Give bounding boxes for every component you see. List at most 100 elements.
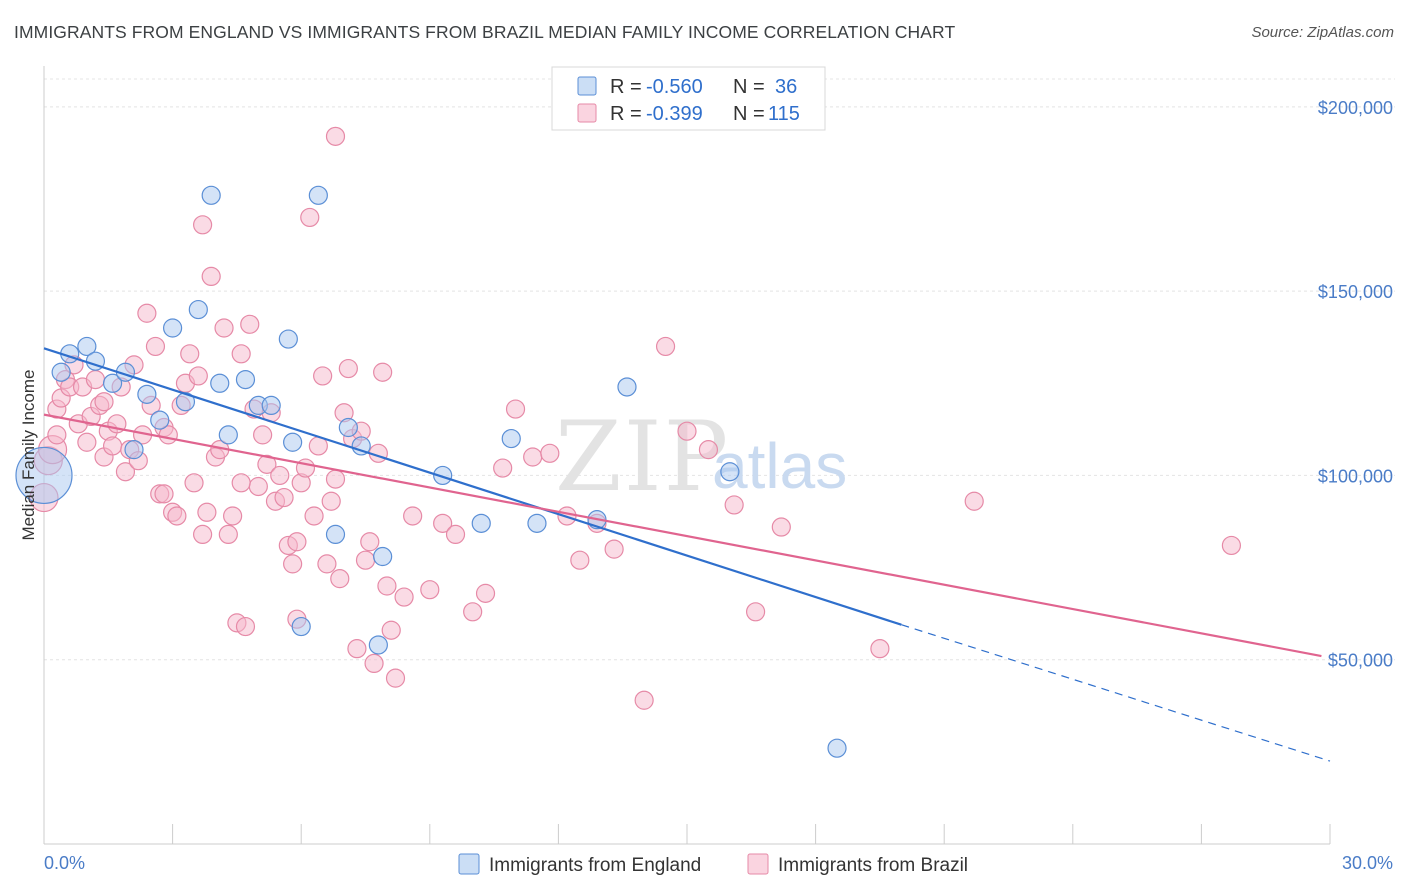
brazil-point (377, 576, 397, 596)
england-point (471, 513, 491, 533)
england-point (351, 436, 371, 456)
brazil-point (403, 506, 423, 526)
england-point (283, 432, 303, 452)
england-point (368, 635, 388, 655)
brazil-point (235, 616, 256, 637)
gridlines (44, 78, 1395, 661)
brazil-point (347, 639, 367, 659)
england-point (188, 299, 208, 320)
brazil-point (115, 462, 136, 482)
england-point (261, 395, 281, 415)
x-tick-labels: 0.0% 30.0% (44, 853, 1393, 873)
england-point (51, 362, 71, 382)
brazil-point (463, 602, 483, 622)
brazil-point (137, 303, 157, 323)
brazil-point (77, 432, 97, 452)
england-point (102, 373, 123, 393)
y-tick-label: $150,000 (1318, 282, 1393, 302)
england-point (501, 428, 521, 449)
watermark-zip: ZIP (555, 401, 730, 513)
y-tick-label: $100,000 (1318, 466, 1393, 486)
y-tick-labels: $50,000 $100,000 $150,000 $200,000 (1318, 98, 1393, 671)
brazil-point (231, 473, 251, 493)
x-tick-label: 30.0% (1342, 853, 1393, 873)
england-point (338, 417, 358, 438)
brazil-point (420, 580, 440, 600)
brazil-point (102, 436, 123, 456)
england-point (527, 513, 547, 533)
legend-england-r-label: R = (610, 76, 642, 98)
y-tick-label: $200,000 (1318, 98, 1393, 118)
brazil-point (145, 336, 166, 357)
series-legend: Immigrants from England Immigrants from … (458, 853, 968, 876)
brazil-point (325, 126, 346, 146)
brazil-point (433, 513, 453, 533)
brazil-point (167, 506, 187, 526)
brazil-point (218, 524, 238, 545)
brazil-point (604, 539, 624, 559)
brazil-point (364, 653, 384, 674)
england-point (210, 373, 230, 393)
brazil-point (964, 491, 984, 511)
brazil-point (201, 266, 221, 286)
brazil-point (253, 425, 273, 445)
brazil-point (381, 620, 401, 640)
brazil-point (313, 366, 333, 386)
brazil-point (523, 447, 543, 467)
england-point (720, 462, 740, 482)
brazil-point (287, 532, 307, 552)
legend-england-r-value: -0.560 (646, 76, 703, 98)
legend-brazil-n-value: 115 (768, 103, 800, 125)
england-point (218, 425, 238, 445)
brazil-point (445, 524, 466, 545)
brazil-point (248, 476, 268, 497)
brazil-point (540, 443, 560, 463)
stats-legend-box (551, 66, 826, 131)
england-trend-line (43, 347, 902, 626)
england-point (163, 318, 183, 338)
england-point (201, 185, 221, 205)
brazil-point (184, 473, 204, 493)
brazil-point (493, 458, 513, 478)
brazil-point (870, 639, 890, 659)
brazil-point (330, 569, 350, 589)
brazil-point (197, 502, 217, 522)
england-point (827, 738, 847, 758)
x-tick-label: 0.0% (44, 853, 85, 873)
brazil-point (570, 550, 590, 570)
england-point (308, 185, 328, 205)
brazil-point (655, 336, 676, 357)
brazil-point (771, 517, 791, 537)
england-point (235, 370, 256, 390)
brazil-point (154, 484, 174, 504)
brazil-point (257, 454, 277, 474)
brazil-point (283, 554, 303, 574)
england-point (433, 465, 453, 486)
brazil-point (270, 465, 290, 486)
england-point (373, 546, 393, 567)
bottom-legend-label-england: Immigrants from England (489, 855, 701, 876)
england-point (175, 392, 196, 412)
bottom-legend-label-brazil: Immigrants from Brazil (778, 855, 968, 876)
chart-title: IMMIGRANTS FROM ENGLAND VS IMMIGRANTS FR… (14, 22, 956, 42)
england-point (278, 329, 298, 349)
brazil-point (360, 532, 380, 552)
brazil-trend-line (43, 413, 1322, 658)
brazil-point (394, 587, 414, 607)
england-point (291, 616, 311, 637)
england-point (325, 524, 346, 545)
brazil-point (505, 399, 526, 419)
brazil-point (321, 491, 341, 511)
brazil-point (193, 215, 213, 235)
england-point (137, 384, 157, 404)
england-point (77, 336, 97, 357)
england-points (15, 185, 847, 758)
brazil-point (325, 469, 346, 489)
england-point (124, 440, 144, 460)
brazil-point (373, 362, 393, 382)
brazil-point (180, 344, 200, 364)
brazil-point (193, 524, 213, 545)
chart-source: Source: ZipAtlas.com (1251, 24, 1394, 41)
legend-swatch-brazil (577, 103, 597, 123)
